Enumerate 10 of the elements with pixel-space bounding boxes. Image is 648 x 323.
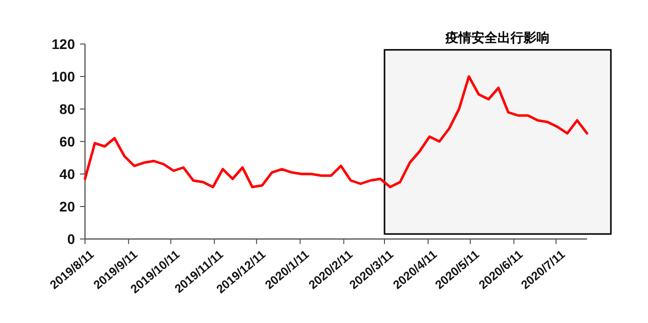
y-tick-label: 100: [52, 68, 76, 84]
y-tick-label: 20: [59, 198, 76, 214]
band-label: 疫情安全出行影响: [444, 30, 550, 45]
y-tick-label: 0: [67, 231, 76, 247]
y-tick-label: 60: [59, 134, 76, 150]
y-tick-label: 80: [59, 101, 76, 117]
line-series: [84, 75, 588, 188]
y-tick-label: 40: [59, 166, 76, 182]
band: 疫情安全出行影响: [384, 30, 612, 235]
y-tick-label: 120: [52, 36, 76, 52]
